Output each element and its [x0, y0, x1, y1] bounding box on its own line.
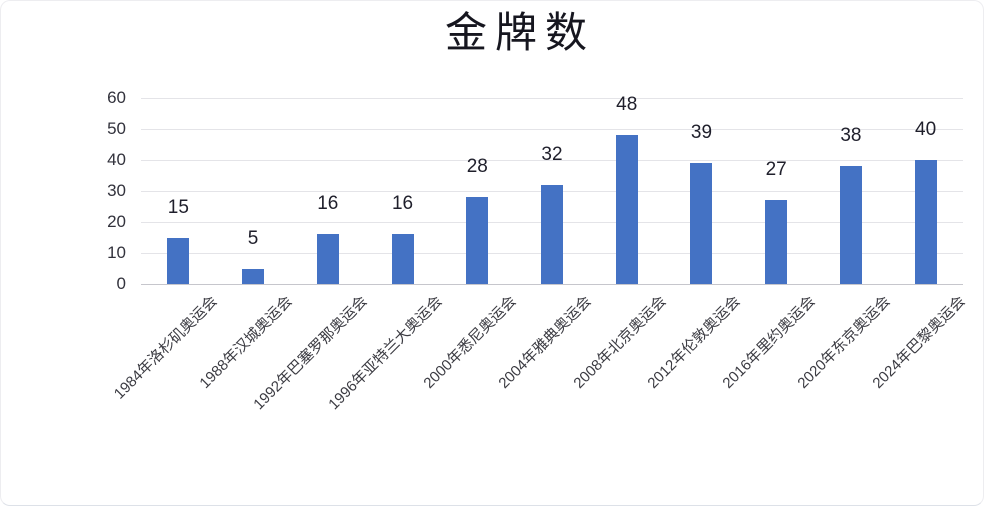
y-axis-tick-label: 30	[107, 181, 126, 200]
bar-value-label: 15	[167, 196, 189, 218]
bar-value-label: 32	[541, 143, 563, 165]
bar	[765, 200, 788, 284]
gridline	[141, 97, 963, 99]
gridline	[141, 159, 963, 161]
bar-value-label: 27	[765, 159, 787, 181]
y-axis-tick-label: 60	[107, 88, 126, 107]
bar	[690, 163, 713, 284]
bar	[316, 234, 339, 284]
bar	[615, 135, 638, 284]
bar-value-label: 40	[915, 119, 937, 140]
bar-value-label: 16	[391, 193, 414, 215]
bar-value-label: 5	[247, 227, 259, 249]
bar	[391, 234, 414, 284]
bar	[839, 166, 862, 284]
y-axis-tick-label: 0	[116, 274, 126, 293]
y-axis-tick-label: 10	[107, 243, 126, 262]
bar-value-label: 16	[317, 193, 339, 215]
x-axis-line	[141, 283, 963, 285]
bar	[914, 160, 937, 284]
bar-value-label: 39	[690, 122, 713, 144]
y-axis-tick-label: 50	[107, 119, 126, 138]
bar	[242, 268, 265, 284]
gridline	[141, 128, 963, 130]
chart-title: 金牌数	[444, 8, 595, 57]
bar	[167, 237, 190, 284]
bar	[541, 184, 563, 284]
bar-value-label: 28	[466, 156, 488, 178]
bar-value-label: 48	[616, 94, 638, 116]
bar-value-label: 38	[840, 125, 862, 147]
y-axis-tick-label: 40	[107, 150, 126, 169]
y-axis-tick-label: 20	[107, 212, 126, 231]
bar	[466, 197, 489, 284]
